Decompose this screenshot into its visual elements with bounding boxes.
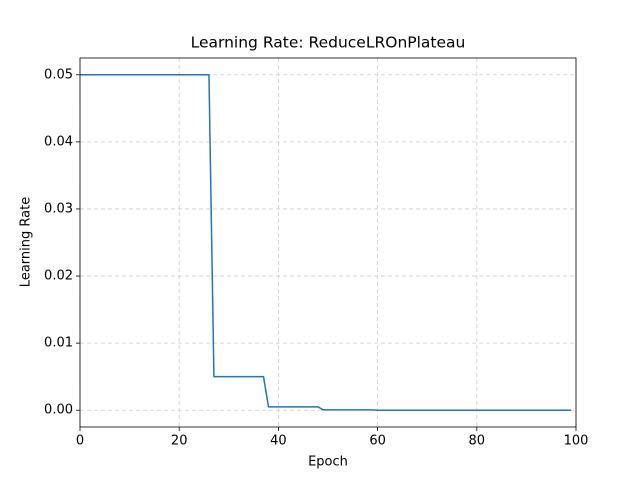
x-tick-label: 0 bbox=[76, 434, 84, 449]
x-tick-label: 80 bbox=[469, 434, 486, 449]
x-tick-label: 20 bbox=[171, 434, 188, 449]
y-tick-label: 0.04 bbox=[44, 134, 73, 149]
y-tick-label: 0.00 bbox=[44, 403, 73, 418]
chart-title: Learning Rate: ReduceLROnPlateau bbox=[191, 34, 466, 52]
y-axis-label: Learning Rate bbox=[19, 197, 34, 287]
y-tick-label: 0.01 bbox=[44, 336, 73, 351]
y-tick-label: 0.02 bbox=[44, 269, 73, 284]
y-tick-label: 0.05 bbox=[44, 67, 73, 82]
x-axis-label: Epoch bbox=[308, 455, 348, 470]
x-tick-label: 40 bbox=[270, 434, 287, 449]
x-tick-label: 60 bbox=[369, 434, 386, 449]
y-tick-label: 0.03 bbox=[44, 201, 73, 216]
x-tick-label: 100 bbox=[564, 434, 589, 449]
data-line bbox=[80, 74, 572, 411]
plot-frame bbox=[79, 57, 577, 428]
